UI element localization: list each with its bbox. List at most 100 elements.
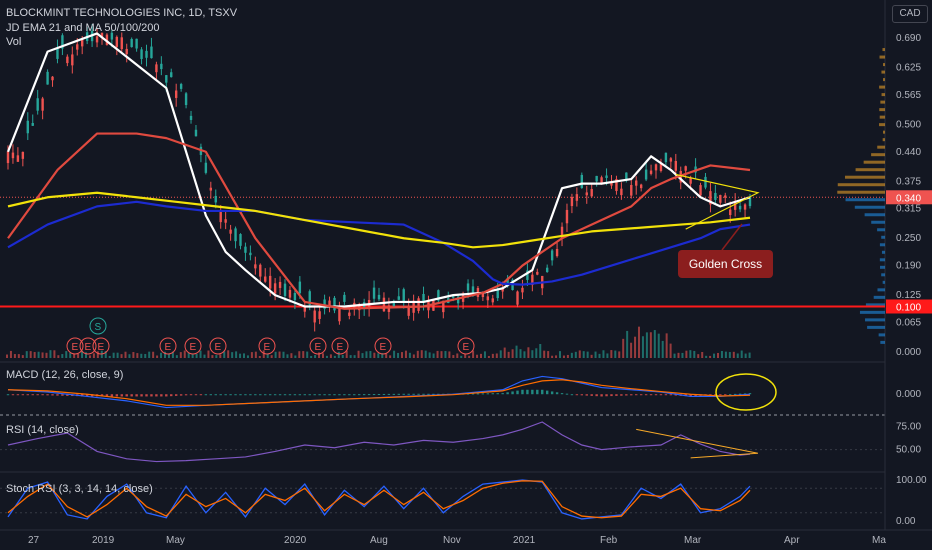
candle-body	[234, 228, 236, 241]
candle-body	[254, 264, 256, 268]
macd-histogram-bar	[403, 394, 405, 395]
macd-histogram-bar	[541, 390, 543, 394]
macd-histogram-bar	[600, 394, 602, 396]
volume-bar	[448, 351, 450, 358]
candle-body	[571, 197, 573, 206]
macd-histogram-bar	[635, 394, 637, 395]
candle-body	[289, 290, 291, 298]
candle-body	[46, 72, 48, 85]
candle-body	[417, 298, 419, 311]
volume-profile-bar	[877, 146, 885, 149]
x-axis-tick-label: Feb	[600, 535, 618, 546]
volume-bar	[678, 353, 680, 358]
macd-histogram-bar	[264, 394, 266, 395]
macd-histogram-bar	[551, 391, 553, 394]
candle-body	[586, 192, 588, 195]
volume-bar	[342, 355, 344, 358]
candle-body	[675, 161, 677, 171]
candle-body	[655, 164, 657, 170]
candle-body	[185, 93, 187, 105]
candle-body	[249, 253, 251, 255]
macd-histogram-bar	[358, 394, 360, 395]
candle-body	[7, 151, 9, 163]
volume-profile-bar	[882, 93, 885, 96]
volume-bar	[275, 352, 277, 358]
volume-bar	[180, 352, 182, 358]
macd-histogram-bar	[180, 394, 182, 395]
ema21-line	[8, 33, 750, 306]
candle-body	[12, 153, 14, 159]
volume-bar	[69, 353, 71, 358]
stoch-rsi-title: Stoch RSI (3, 3, 14, 14, close)	[6, 483, 153, 496]
volume-bar	[409, 353, 411, 358]
volume-profile-bar	[883, 78, 885, 81]
volume-bar	[354, 355, 356, 358]
volume-profile-bar	[883, 63, 885, 66]
volume-bar	[749, 353, 751, 358]
rsi-tick-label: 50.00	[896, 445, 921, 456]
volume-bar	[571, 353, 573, 358]
volume-profile-bar	[881, 71, 885, 74]
currency-button[interactable]: CAD	[892, 5, 928, 23]
macd-histogram-bar	[536, 390, 538, 394]
macd-histogram-bar	[61, 394, 63, 396]
volume-label: Vol	[6, 36, 21, 49]
price-tick-label: 0.440	[896, 147, 921, 158]
candle-body	[160, 64, 162, 69]
candle-body	[492, 298, 494, 302]
volume-bar	[259, 356, 261, 358]
chart-title: BLOCKMINT TECHNOLOGIES INC, 1D, TSXV	[6, 7, 237, 20]
volume-bar	[306, 352, 308, 358]
volume-bar	[14, 354, 16, 358]
volume-bar	[425, 351, 427, 358]
volume-bar	[365, 351, 367, 358]
volume-bar	[666, 333, 668, 358]
volume-bar	[456, 353, 458, 358]
volume-bar	[429, 352, 431, 358]
price-tick-label: 0.690	[896, 33, 921, 44]
macd-histogram-bar	[190, 394, 192, 395]
macd-histogram-bar	[363, 394, 365, 395]
volume-bar	[547, 351, 549, 358]
volume-bar	[697, 354, 699, 358]
earnings-marker-label: E	[215, 342, 222, 353]
macd-histogram-bar	[205, 394, 207, 395]
macd-histogram-bar	[229, 394, 231, 395]
macd-histogram-bar	[145, 394, 147, 396]
volume-profile-bar	[882, 48, 885, 51]
candle-body	[239, 234, 241, 246]
candle-body	[17, 155, 19, 161]
candle-body	[220, 212, 222, 223]
macd-histogram-bar	[294, 394, 296, 395]
candle-body	[595, 176, 597, 182]
volume-bar	[614, 351, 616, 358]
macd-histogram-bar	[605, 394, 607, 396]
volume-bar	[535, 348, 537, 358]
volume-bar	[504, 348, 506, 358]
macd-histogram-bar	[220, 394, 222, 395]
macd-histogram-bar	[610, 394, 612, 396]
earnings-marker-label: E	[463, 342, 470, 353]
volume-profile-bar	[856, 168, 885, 171]
macd-histogram-bar	[249, 394, 251, 395]
macd-histogram-bar	[477, 393, 479, 394]
volume-profile-bar	[865, 213, 885, 216]
volume-bar	[57, 355, 59, 358]
volume-bar	[591, 355, 593, 358]
volume-bar	[30, 351, 32, 358]
candle-body	[739, 206, 741, 209]
volume-bar	[583, 351, 585, 358]
macd-histogram-bar	[407, 394, 409, 395]
volume-bar	[318, 352, 320, 358]
macd-histogram-bar	[388, 394, 390, 395]
candle-body	[41, 98, 43, 110]
volume-profile-bar	[877, 228, 885, 231]
volume-profile-bar	[879, 86, 885, 89]
macd-histogram-bar	[615, 394, 617, 396]
candle-body	[546, 268, 548, 272]
macd-histogram-bar	[41, 394, 43, 395]
x-axis-tick-label: 27	[28, 535, 40, 546]
candle-body	[22, 152, 24, 159]
price-tick-label: 0.000	[896, 347, 921, 358]
candle-body	[71, 54, 73, 65]
